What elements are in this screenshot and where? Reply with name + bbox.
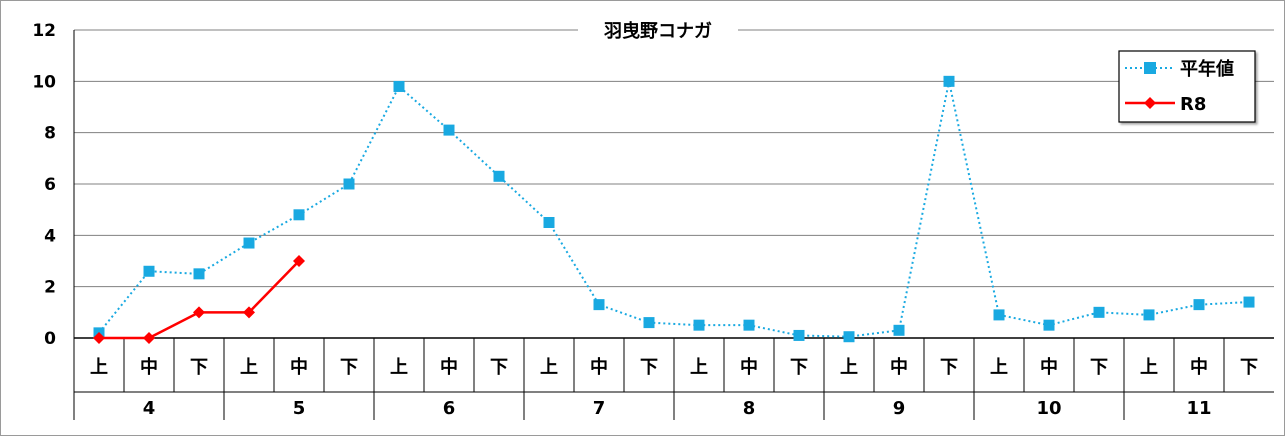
chart-title-group: 羽曳野コナガ [578,18,738,44]
x-tick-label: 中 [1190,356,1208,378]
x-tick-label: 中 [290,356,308,378]
y-tick-label: 12 [32,21,56,41]
x-tick-label: 下 [790,357,808,378]
x-tick-label: 中 [890,356,908,378]
data-point [193,306,205,319]
x-tick-label: 上 [1140,357,1158,378]
x-tick-label: 中 [740,356,758,378]
x-group-label: 4 [143,398,156,419]
legend-marker-normal [1144,62,1156,74]
x-group-label: 10 [1036,398,1061,419]
data-point [843,331,855,343]
x-tick-label: 上 [240,357,258,378]
legend-box [1118,50,1256,123]
x-tick-label: 下 [340,357,358,378]
data-point [943,75,955,87]
x-tick-label: 上 [540,357,558,378]
legend-label-r8: R8 [1180,94,1206,115]
x-tick-label: 中 [140,356,158,378]
data-point [143,332,155,344]
data-point [243,237,255,249]
data-point [593,299,605,311]
data-point [1093,306,1105,318]
x-tick-label: 上 [990,357,1008,378]
x-tick-label: 中 [440,356,458,378]
data-point [93,332,105,344]
data-point [293,255,305,267]
x-tick-label: 下 [190,357,208,378]
data-point [243,306,255,319]
x-group-label: 8 [743,398,756,419]
data-point [1143,309,1155,321]
data-point [793,329,805,341]
x-tick-label: 上 [690,357,708,378]
data-point [293,209,305,221]
x-tick-label: 下 [1090,357,1108,378]
x-tick-label: 上 [90,357,108,378]
y-tick-label: 0 [44,329,56,349]
legend-marker-r8 [1144,97,1156,109]
data-point [393,80,405,92]
x-tick-label: 中 [1040,356,1058,378]
data-point [693,319,705,331]
x-group-label: 11 [1186,398,1211,419]
axes: 0 2 4 6 8 10 12 上 中 下 上 中 下 上 中 下 上 中 下 上 中 下 上 中 下 上 中 下 上 中 下 4 5 6 7 8 9 1… [32,21,1274,420]
x-group-label: 5 [293,398,306,419]
data-point [493,170,505,182]
data-point [143,265,155,277]
data-point [643,317,655,329]
y-tick-label: 10 [32,72,56,92]
x-tick-label: 上 [390,357,408,378]
y-tick-label: 6 [44,175,56,195]
data-point [743,319,755,331]
x-tick-label: 中 [590,356,608,378]
data-point [893,324,905,336]
data-point [1043,319,1055,331]
y-tick-label: 2 [44,278,56,298]
data-point [543,217,555,228]
data-point [1243,296,1255,308]
x-tick-label: 下 [1240,357,1258,378]
x-tick-label: 下 [640,357,658,378]
legend-label-normal: 平年値 [1180,58,1234,80]
data-point [443,124,455,136]
chart-title: 羽曳野コナガ [604,20,712,42]
x-tick-label: 上 [840,357,858,378]
x-group-label: 7 [593,398,606,419]
data-point [343,178,355,190]
x-group-label: 6 [443,398,456,419]
x-tick-label: 下 [490,357,508,378]
legend: 平年値 R8 [1118,50,1256,123]
x-group-label: 9 [893,398,906,419]
data-point [993,309,1005,321]
series-line [98,81,1250,338]
series-layer [93,75,1255,344]
data-point [1193,299,1205,311]
x-tick-label: 下 [940,357,958,378]
data-point [193,268,205,280]
y-tick-label: 8 [44,124,56,144]
y-tick-label: 4 [44,226,56,246]
